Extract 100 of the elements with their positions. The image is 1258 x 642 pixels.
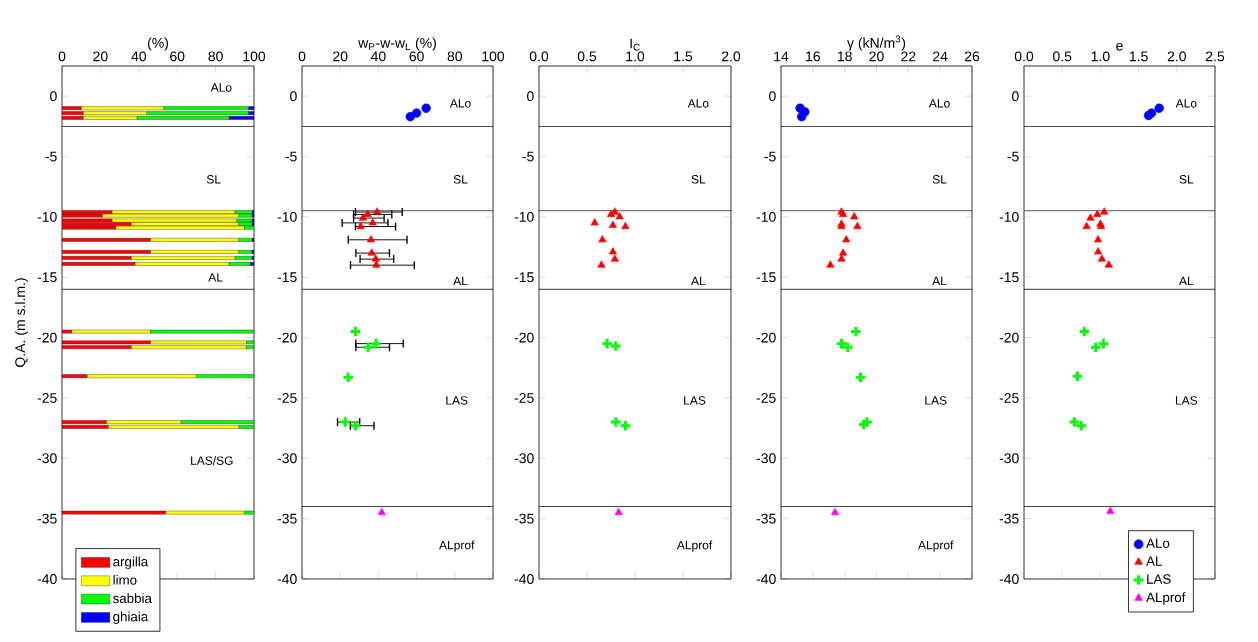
x-tick-label: 20 (93, 51, 108, 62)
annotation: AL (208, 273, 223, 282)
y-tick-label: -10 (999, 211, 1019, 222)
y-tick-label: -15 (277, 272, 297, 283)
chart-title: w$_{P}$-w-w$_{L}$ (%) (358, 37, 436, 51)
y-tick-label: -35 (37, 513, 57, 524)
legend-label: ALprof (1146, 592, 1186, 605)
legend-label: argilla (113, 556, 149, 570)
y-tick-label: -15 (514, 272, 534, 283)
x-tick-label: 80 (208, 51, 223, 62)
annotation: AL (453, 276, 468, 286)
x-tick-label: 18 (837, 51, 852, 62)
y-tick-label: -30 (514, 453, 534, 464)
chart-title: γ (kN/m$^{3}$) (847, 35, 906, 51)
annotation: ALo (1175, 99, 1197, 108)
annotation: ALo (210, 83, 232, 92)
y-tick-label: -15 (37, 272, 57, 283)
y-tick-label: -20 (37, 332, 57, 343)
annotation: LAS (1175, 396, 1198, 405)
y-tick-label: -20 (756, 332, 776, 343)
x-tick-label: 100 (243, 51, 266, 62)
x-tick-label: 40 (131, 51, 147, 62)
x-tick-label: 2.0 (721, 51, 741, 62)
annotation: SL (206, 175, 221, 184)
annotation: ALprof (918, 540, 954, 552)
x-tick-label: 1.0 (1091, 51, 1110, 62)
y-tick-label: 0 (527, 91, 534, 102)
y-tick-label: -5 (285, 151, 297, 162)
y-tick-label: -30 (756, 453, 776, 464)
annotation: LAS (925, 396, 947, 405)
y-tick-label: -25 (514, 392, 534, 403)
y-tick-label: -35 (277, 513, 297, 524)
annotation: AL (932, 276, 947, 286)
y-tick-label: -30 (37, 453, 57, 464)
x-tick-label: 60 (170, 51, 185, 62)
y-tick-label: -35 (514, 513, 534, 524)
y-tick-label: -40 (756, 574, 776, 584)
annotation: AL (1179, 276, 1194, 286)
y-tick-label: 0 (290, 91, 297, 102)
y-tick-label: -10 (756, 211, 776, 222)
x-tick-label: 1.5 (674, 51, 693, 62)
annotation: ALprof (439, 540, 475, 552)
x-tick-label: 1.5 (1129, 51, 1148, 62)
chart-title: (%) (147, 37, 169, 51)
legend-label: ALo (1146, 538, 1170, 548)
y-tick-label: -10 (37, 211, 57, 222)
annotation: ALo (928, 99, 950, 108)
y-tick-label: -5 (522, 151, 534, 162)
y-tick-label: -10 (514, 211, 534, 222)
x-tick-label: 2.5 (1205, 51, 1225, 62)
y-tick-label: -40 (37, 574, 57, 584)
chart-title: I$_{C}$ (630, 38, 640, 51)
x-tick-label: 1.0 (626, 51, 645, 62)
x-tick-label: 14 (774, 51, 789, 62)
x-tick-label: 0 (58, 51, 66, 62)
y-tick-label: -20 (999, 332, 1019, 343)
annotation: AL (691, 276, 706, 286)
y-tick-label: -15 (756, 272, 776, 283)
x-tick-label: 60 (409, 51, 424, 62)
y-tick-label: -30 (277, 453, 297, 464)
y-tick-label: 0 (1012, 91, 1019, 102)
annotation: LAS (684, 396, 706, 405)
x-tick-label: 40 (370, 51, 386, 62)
x-tick-label: 26 (964, 51, 980, 62)
y-tick-label: -40 (277, 574, 297, 584)
x-tick-label: 0.5 (577, 51, 597, 62)
x-tick-label: 16 (806, 51, 821, 62)
annotation: ALo (449, 99, 471, 108)
legend-label: sabbia (113, 593, 152, 604)
x-tick-label: 20 (869, 51, 884, 62)
y-tick-label: -25 (999, 392, 1019, 403)
x-tick-label: 80 (447, 51, 463, 62)
x-tick-label: 22 (901, 51, 916, 62)
y-tick-label: 0 (769, 91, 776, 102)
x-tick-label: 0.0 (529, 51, 549, 62)
y-tick-label: -40 (514, 574, 534, 584)
y-tick-label: -10 (277, 211, 297, 222)
chart-title: e (1116, 42, 1123, 51)
y-tick-label: -25 (37, 392, 57, 403)
y-tick-label: -5 (1007, 151, 1019, 162)
annotation: SL (932, 175, 947, 184)
legend-label: ghiaia (113, 611, 149, 625)
x-tick-label: 100 (482, 51, 505, 62)
y-tick-label: -15 (999, 272, 1019, 283)
y-tick-label: -35 (999, 513, 1019, 524)
annotation: ALo (687, 99, 709, 108)
x-tick-label: 0 (298, 51, 306, 62)
y-tick-label: -25 (277, 392, 297, 403)
legend-label: limo (113, 574, 137, 585)
y-tick-label: -20 (514, 332, 534, 343)
x-tick-label: 0.0 (1014, 51, 1034, 62)
annotation: LAS (446, 396, 468, 405)
y-tick-label: -40 (999, 574, 1019, 584)
y-tick-label: 0 (50, 91, 57, 102)
y-axis-title: Q.A. (m s.l.m.) (14, 278, 28, 367)
x-tick-label: 24 (933, 51, 948, 62)
legend-label: AL (1146, 556, 1162, 566)
x-tick-label: 20 (333, 51, 348, 62)
annotation: SL (1179, 175, 1194, 184)
annotation: SL (453, 175, 468, 184)
